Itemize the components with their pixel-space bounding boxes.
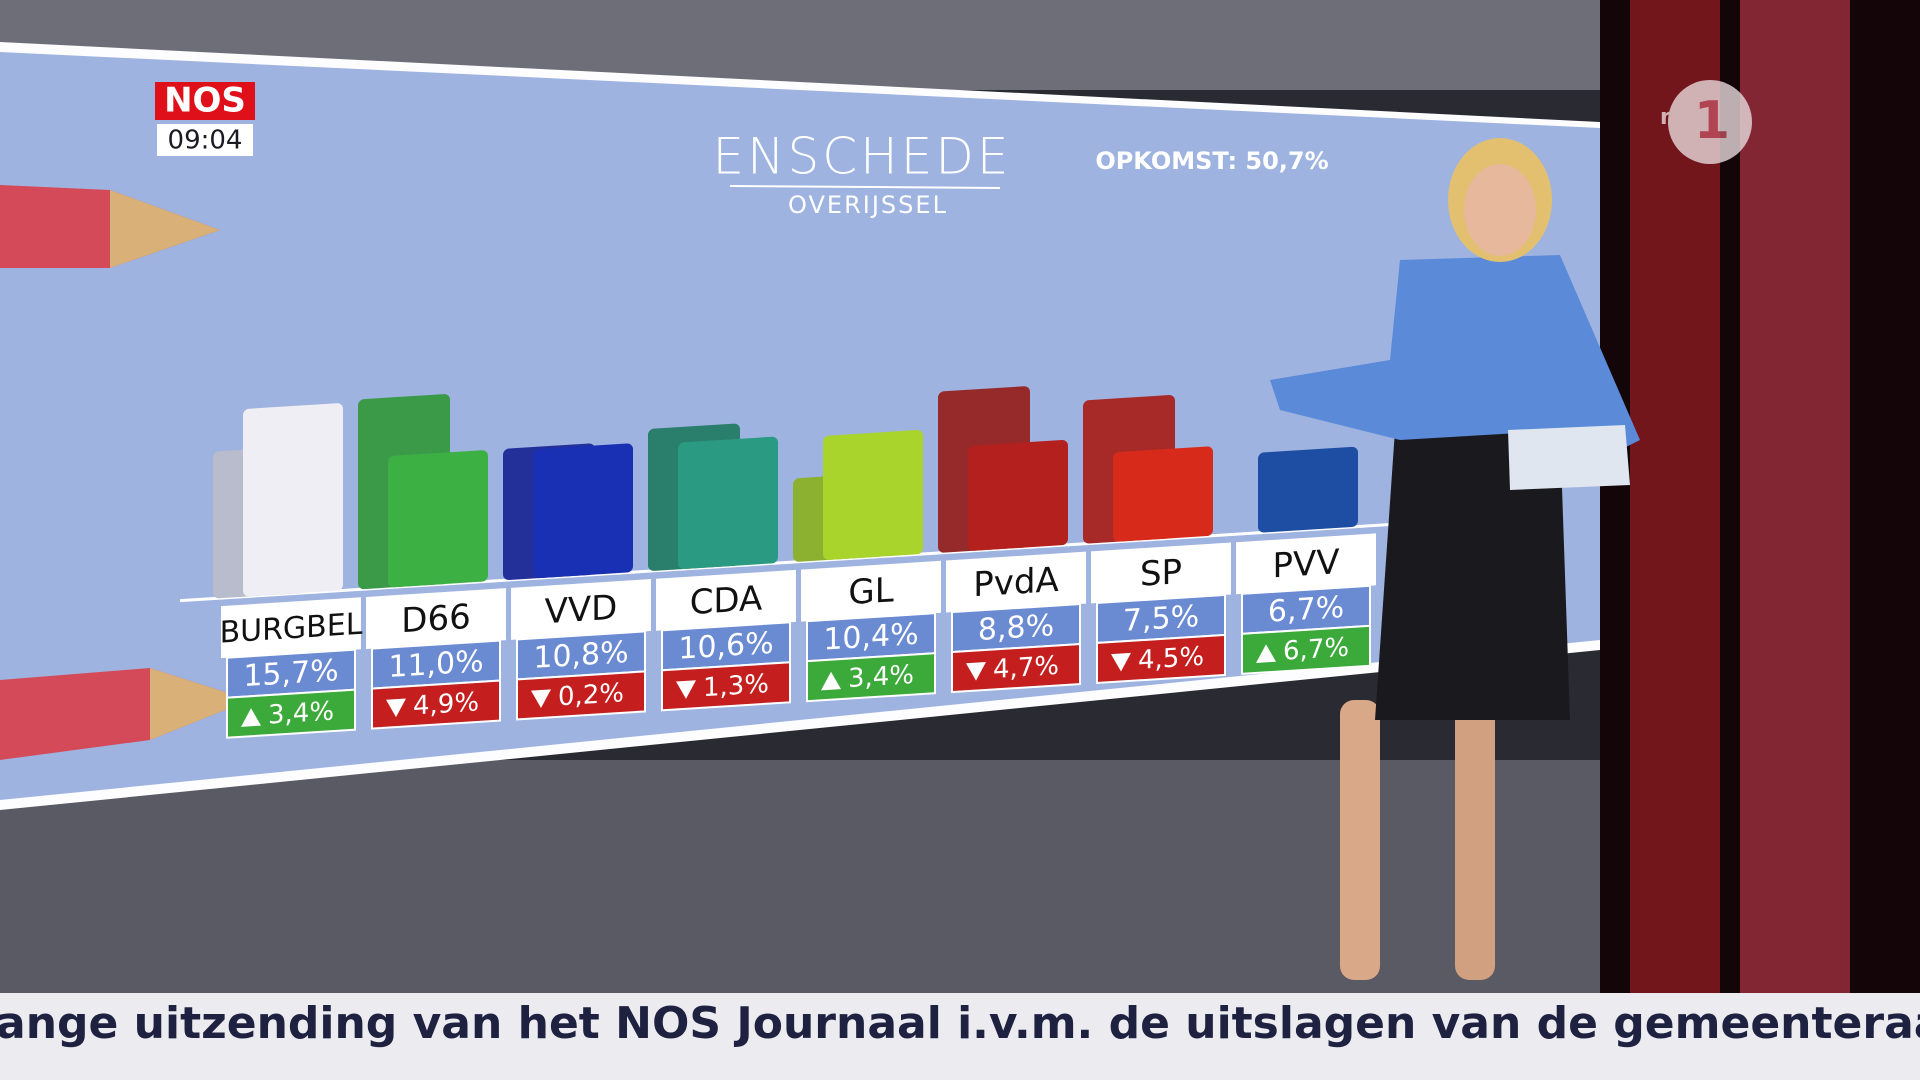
- change-arrow: [1111, 652, 1131, 672]
- value-label: 7,5%: [1123, 599, 1199, 639]
- change-box: [516, 670, 646, 721]
- name-box: [1236, 533, 1376, 595]
- bar: [823, 430, 923, 560]
- red-light: [1630, 0, 1720, 1000]
- change-arrow: [676, 680, 696, 699]
- party-name: VVD: [545, 588, 618, 633]
- value-label: 10,8%: [533, 635, 628, 676]
- lower-wall: [0, 760, 1600, 1000]
- value-label: 10,6%: [678, 626, 773, 667]
- change-box: [661, 661, 791, 712]
- bar: [968, 440, 1068, 551]
- change-label: 4,7%: [993, 651, 1059, 685]
- change-arrow: [531, 689, 551, 708]
- change-label: 6,7%: [1283, 633, 1349, 667]
- party-name: GL: [848, 570, 893, 613]
- chart-subtitle: OVERIJSSEL: [788, 191, 948, 219]
- change-arrow: [386, 698, 406, 718]
- clock: 09:04: [168, 126, 243, 156]
- change-box: [1096, 633, 1226, 685]
- turnout: OPKOMST: 50,7%: [1095, 147, 1328, 175]
- title-rule: [729, 185, 1001, 189]
- change-label: 0,2%: [558, 678, 624, 712]
- change-box: [371, 679, 501, 730]
- ticker-text: ange uitzending van het NOS Journaal i.v…: [0, 998, 1920, 1049]
- logo-text: NOS: [164, 81, 246, 121]
- change-label: 1,3%: [703, 669, 769, 703]
- value-label: 10,4%: [823, 617, 918, 658]
- bar: [1258, 446, 1358, 533]
- value-label: 8,8%: [978, 608, 1054, 648]
- pencil: [0, 668, 250, 760]
- nos-logo: NOS 09:04: [155, 81, 255, 156]
- party-name: PVV: [1273, 542, 1340, 586]
- presenter: [1270, 138, 1640, 980]
- name-box: [366, 588, 506, 649]
- bar: [243, 403, 343, 597]
- party-name: CDA: [690, 579, 763, 624]
- bar-chart: BURGBEL15,7%3,4%D6611,0%4,9%VVD10,8%0,2%…: [180, 386, 1420, 739]
- ticker-bar: [0, 993, 1920, 1080]
- channel-name: npo: [1660, 105, 1707, 130]
- name-box: [946, 551, 1086, 613]
- chart-title: ENSCHEDE: [713, 128, 1012, 186]
- red-light: [1740, 0, 1850, 1000]
- party-name: PvdA: [973, 560, 1058, 605]
- bar: [678, 436, 778, 569]
- name-box: [801, 560, 941, 622]
- change-label: 4,9%: [413, 687, 479, 721]
- change-arrow: [1256, 644, 1276, 663]
- channel-logo: npo 1: [1660, 80, 1752, 164]
- pencil: [0, 185, 220, 268]
- change-label: 3,4%: [848, 660, 914, 694]
- change-arrow: [966, 661, 986, 681]
- value-label: 11,0%: [388, 644, 483, 685]
- value-label: 15,7%: [243, 653, 338, 694]
- party-name: SP: [1140, 552, 1182, 595]
- party-name: D66: [401, 597, 470, 641]
- value-label: 6,7%: [1268, 590, 1344, 630]
- bar: [1113, 446, 1213, 542]
- channel-number: 1: [1694, 91, 1730, 151]
- name-box: [511, 579, 651, 640]
- change-box: [951, 642, 1081, 694]
- bar: [533, 443, 633, 579]
- name-box: [656, 569, 796, 631]
- change-arrow: [821, 671, 841, 691]
- change-arrow: [241, 708, 261, 727]
- name-box: [1091, 542, 1231, 604]
- change-label: 4,5%: [1138, 642, 1204, 676]
- change-label: 3,4%: [268, 697, 334, 731]
- name-box: [221, 597, 361, 659]
- bar: [388, 450, 488, 588]
